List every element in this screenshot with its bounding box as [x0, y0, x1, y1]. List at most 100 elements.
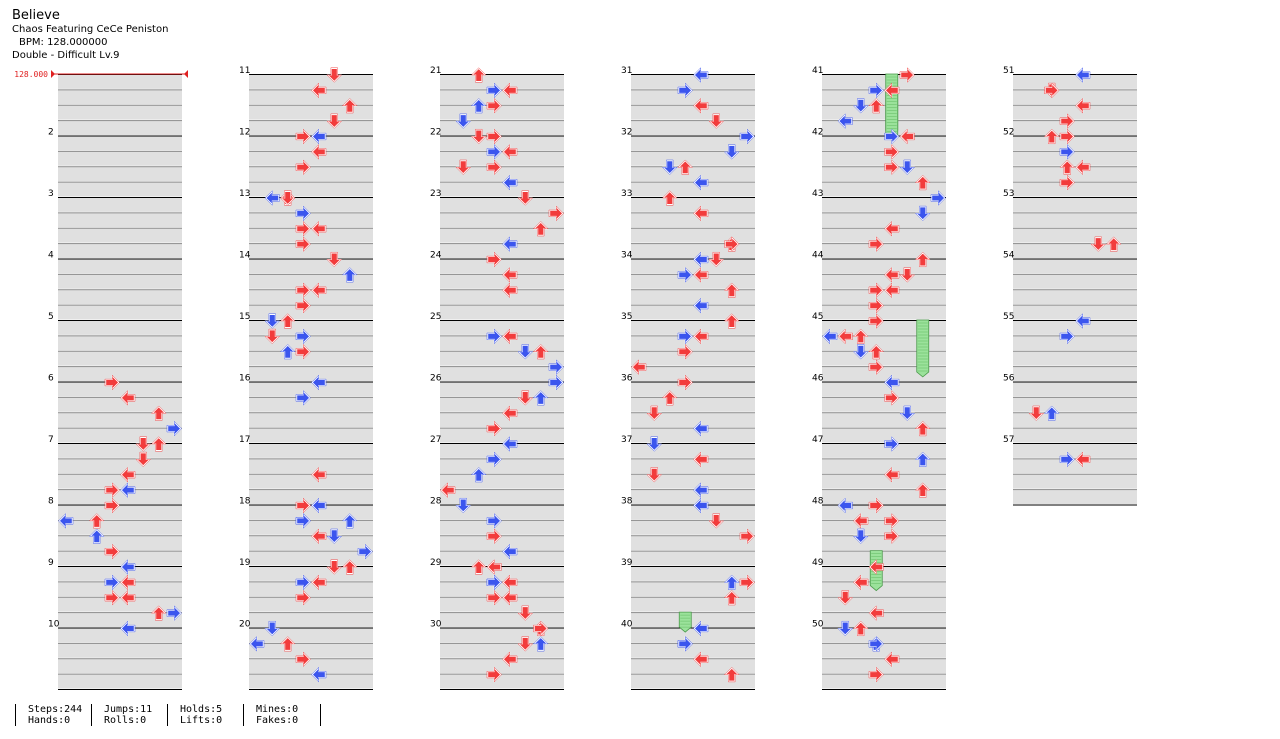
measure-number: 22 [430, 128, 441, 138]
measure-number: 48 [812, 497, 824, 507]
right-arrow-icon [295, 128, 311, 145]
measure-number: 24 [430, 251, 442, 261]
down-arrow-icon [279, 190, 296, 206]
right-arrow-icon [884, 513, 900, 529]
down-arrow-icon [517, 636, 534, 652]
measure-number: 11 [239, 66, 250, 76]
left-arrow-icon [1075, 67, 1091, 83]
measure-52 [1013, 135, 1137, 198]
right-arrow-icon [104, 574, 120, 591]
left-arrow-icon [264, 190, 280, 206]
up-arrow-icon [88, 528, 105, 544]
down-arrow-icon [899, 159, 916, 175]
down-arrow-icon [517, 190, 534, 206]
down-arrow-icon [264, 620, 281, 637]
measure-number: 9 [48, 558, 54, 568]
measure-number: 5 [48, 312, 54, 322]
stat-jumps: Jumps:11 [104, 704, 153, 715]
right-arrow-icon [884, 436, 900, 452]
stat-mines: Mines:0 [256, 704, 299, 715]
measure-16 [249, 381, 373, 444]
right-arrow-icon [1059, 174, 1075, 191]
stat-holds: Holds:5 [180, 704, 223, 715]
up-arrow-icon [1043, 405, 1060, 421]
up-arrow-icon [723, 282, 740, 298]
left-arrow-icon [58, 513, 74, 529]
measure-number: 10 [48, 620, 60, 630]
measure-46 [822, 381, 946, 444]
left-arrow-icon [311, 528, 327, 545]
up-arrow-icon [341, 98, 358, 114]
measure-number: 23 [430, 189, 441, 199]
down-arrow-icon [264, 328, 281, 344]
measure-number: 44 [812, 251, 824, 261]
measure-13 [249, 197, 373, 260]
left-arrow-icon [693, 620, 709, 637]
right-arrow-icon [104, 374, 120, 391]
left-arrow-icon [868, 559, 884, 575]
up-arrow-icon [914, 482, 931, 498]
right-arrow-icon [868, 313, 884, 329]
measure-53 [1013, 197, 1137, 260]
down-arrow-icon [517, 344, 534, 360]
measure-number: 57 [1003, 435, 1014, 445]
right-arrow-icon [1059, 113, 1075, 129]
right-arrow-icon [1044, 82, 1060, 99]
down-arrow-icon [326, 67, 343, 83]
measure-number: 3 [48, 189, 54, 199]
left-arrow-icon [837, 497, 853, 514]
right-arrow-icon [868, 282, 884, 299]
right-arrow-icon [166, 605, 182, 621]
right-arrow-icon [884, 528, 900, 545]
down-arrow-icon [135, 451, 152, 467]
up-arrow-icon [868, 344, 885, 360]
left-arrow-icon [120, 620, 136, 637]
measure-number: 39 [621, 558, 633, 568]
right-arrow-icon [739, 574, 755, 591]
left-arrow-icon [502, 589, 518, 606]
stat-steps: Steps:244 [28, 704, 83, 715]
measure-21 [440, 74, 564, 137]
down-arrow-icon [852, 528, 869, 544]
left-arrow-icon [1075, 159, 1091, 176]
left-arrow-icon [502, 405, 518, 422]
left-arrow-icon [249, 636, 265, 652]
right-arrow-icon [548, 374, 564, 391]
measure-number: 26 [430, 374, 442, 384]
right-arrow-icon [295, 297, 311, 314]
down-arrow-icon [455, 113, 472, 129]
right-arrow-icon [486, 251, 502, 268]
right-arrow-icon [868, 236, 884, 252]
measure-41 [822, 74, 946, 137]
left-arrow-icon [502, 651, 518, 668]
measure-number: 46 [812, 374, 824, 384]
left-arrow-icon [693, 651, 709, 668]
right-arrow-icon [677, 267, 693, 283]
up-arrow-icon [532, 344, 549, 360]
right-arrow-icon [104, 482, 120, 498]
measure-number: 42 [812, 128, 823, 138]
measure-number: 18 [239, 497, 251, 507]
measure-number: 16 [239, 374, 251, 384]
right-arrow-icon [486, 589, 502, 606]
left-arrow-icon [631, 359, 647, 375]
measure-9 [58, 566, 182, 629]
measure-number: 29 [430, 558, 442, 568]
down-arrow-icon [852, 344, 869, 360]
up-arrow-icon [914, 175, 931, 191]
measure-number: 41 [812, 66, 823, 76]
measure-57 [1013, 443, 1137, 506]
measure-33 [631, 197, 755, 260]
bpm-label: BPM: 128.000000 [19, 37, 108, 48]
measure-number: 40 [621, 620, 633, 630]
bpm-marker-label: 128.000 [14, 70, 48, 79]
hold-bar [678, 611, 692, 633]
measure-number: 25 [430, 312, 441, 322]
down-arrow-icon [1028, 405, 1045, 421]
right-arrow-icon [295, 390, 311, 406]
down-arrow-icon [914, 205, 931, 221]
down-arrow-icon [264, 313, 281, 329]
right-arrow-icon [486, 451, 502, 468]
measure-number: 14 [239, 251, 251, 261]
measure-number: 49 [812, 558, 824, 568]
